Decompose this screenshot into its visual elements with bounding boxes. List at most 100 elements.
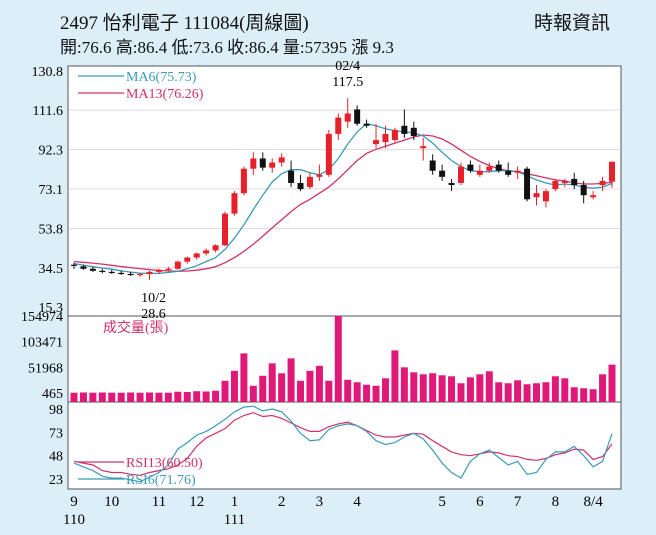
candle — [363, 119, 370, 128]
candle-body — [542, 191, 549, 202]
volume-bar — [278, 373, 286, 402]
candle — [486, 162, 493, 173]
volume-bar — [98, 392, 106, 402]
candle — [174, 260, 181, 270]
ma6-legend-label: MA6(75.73) — [126, 70, 197, 85]
candle — [571, 172, 578, 190]
candle — [155, 268, 162, 274]
volume-bar — [287, 358, 295, 402]
volume-bar — [89, 392, 97, 402]
candle — [89, 266, 96, 272]
candle-body — [306, 176, 313, 188]
candle-body — [429, 160, 436, 171]
candle-body — [514, 170, 521, 173]
candle-body — [108, 271, 115, 274]
candle-body — [420, 146, 427, 149]
volume-bar — [542, 382, 550, 402]
volume-bar — [466, 377, 474, 402]
candle — [212, 244, 219, 253]
candle — [457, 162, 464, 186]
candle — [561, 178, 568, 188]
volume-bar — [325, 380, 333, 402]
volume-bar — [174, 391, 182, 402]
candle-body — [165, 268, 172, 270]
candle — [108, 269, 115, 274]
time-axis-label: 6 — [476, 494, 484, 510]
candle-body — [71, 264, 77, 266]
candle — [391, 127, 398, 143]
candle — [127, 271, 134, 276]
volume-bar — [353, 382, 361, 402]
candle-body — [561, 180, 568, 183]
volume-bar — [79, 392, 87, 402]
price-axis: 130.8 111.6 92.3 73.1 53.8 34.5 15.3 — [32, 65, 64, 316]
time-axis-label: 5 — [438, 494, 446, 510]
candle — [71, 262, 77, 269]
volume-bar — [599, 374, 607, 402]
candle-body — [373, 140, 380, 145]
candle — [505, 162, 512, 177]
time-axis-label: 7 — [514, 494, 522, 510]
volume-tick-label: 51968 — [28, 361, 63, 376]
volume-bar — [589, 389, 597, 402]
candle — [410, 121, 417, 141]
candle — [542, 189, 549, 208]
ma6-legend: MA6(75.73) — [78, 70, 197, 85]
volume-bar — [146, 392, 154, 402]
candle — [373, 123, 380, 149]
rsi13-legend: RSI13(60.50) — [78, 456, 203, 471]
volume-bar — [476, 374, 484, 402]
time-axis-label: 10 — [104, 494, 119, 510]
volume-bar — [202, 391, 210, 402]
volume-bar — [495, 382, 503, 402]
volume-bar — [70, 392, 78, 402]
candle-body — [354, 109, 361, 124]
candle — [514, 166, 521, 179]
candle-body — [580, 185, 587, 196]
candle-body — [297, 182, 304, 190]
candle — [401, 109, 408, 139]
time-axis-year: 110 — [63, 512, 85, 528]
candle — [288, 160, 295, 188]
price-tick-label: 15.3 — [39, 301, 64, 316]
candle — [325, 129, 332, 177]
candle — [269, 158, 276, 173]
volume-bar — [249, 385, 257, 402]
candle-body — [146, 271, 153, 274]
candle-body — [325, 133, 332, 175]
candle-body — [212, 245, 219, 251]
candle-body — [269, 162, 276, 168]
volume-bar — [315, 365, 323, 402]
volume-axis: 154974 103471 51968 465 — [21, 310, 63, 402]
rsi-tick-label: 73 — [49, 426, 63, 441]
high-point-value: 117.5 — [332, 75, 363, 90]
volume-bar — [504, 383, 512, 402]
volume-bar — [268, 363, 276, 402]
candle — [297, 174, 304, 192]
price-tick-label: 73.1 — [39, 183, 64, 198]
candle-body — [89, 268, 96, 271]
candle-body — [344, 113, 351, 122]
candle — [240, 166, 247, 196]
volume-bar — [212, 390, 220, 402]
candle-body — [278, 157, 285, 163]
candle — [99, 268, 106, 274]
candle-body — [382, 133, 389, 143]
candle — [193, 252, 200, 260]
volume-bar — [410, 372, 418, 402]
candle — [118, 270, 125, 275]
candle — [344, 98, 351, 128]
candle-body — [524, 168, 531, 200]
time-axis-label: 8/4 — [584, 494, 604, 510]
rsi-axis: 98 73 48 23 — [49, 403, 63, 488]
volume-bar — [372, 385, 380, 402]
volume-bar — [419, 374, 427, 402]
volume-bar — [570, 387, 578, 402]
rsi13-line — [73, 412, 613, 476]
candle-body — [495, 164, 502, 171]
candle — [80, 264, 87, 270]
volume-bar — [580, 388, 588, 402]
candle-body — [467, 164, 474, 171]
